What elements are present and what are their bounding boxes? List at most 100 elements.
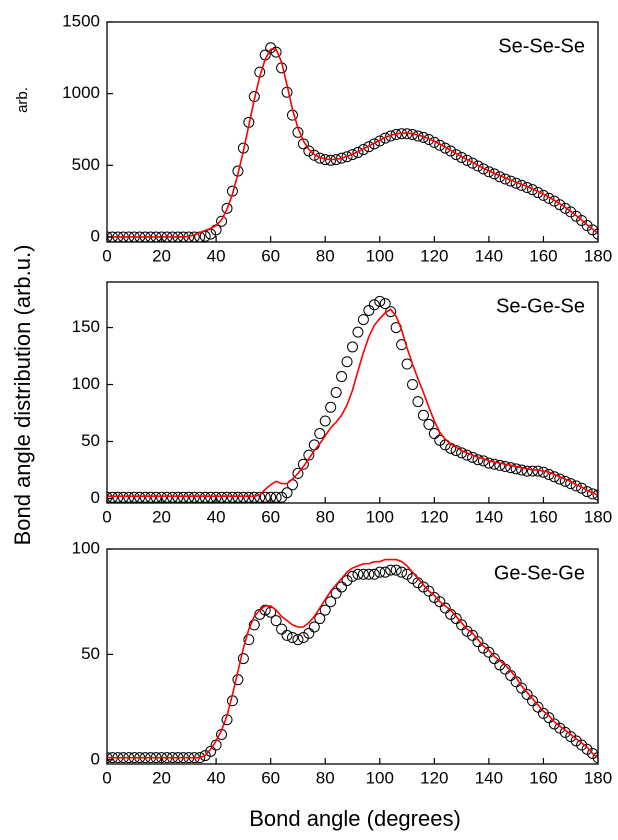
data-point xyxy=(243,634,255,646)
y-tick-label: 50 xyxy=(81,431,100,450)
data-point xyxy=(510,177,522,189)
data-point xyxy=(357,314,369,326)
y-tick-label: 1500 xyxy=(62,11,100,30)
y-axis-label: Bond angle distribution (arb.u.) xyxy=(10,245,35,546)
data-point xyxy=(499,461,511,473)
plot-frame xyxy=(106,548,599,765)
data-point xyxy=(286,632,298,644)
data-point xyxy=(565,731,577,743)
data-point xyxy=(592,489,598,501)
data-point xyxy=(445,145,457,157)
data-point xyxy=(477,163,489,175)
data-point xyxy=(172,491,184,503)
data-point xyxy=(570,480,582,492)
plot-frame xyxy=(106,281,599,504)
data-point xyxy=(401,568,413,580)
data-point xyxy=(226,491,238,503)
data-point xyxy=(396,566,408,578)
data-point xyxy=(292,634,304,646)
data-point xyxy=(352,326,364,338)
data-point xyxy=(417,131,429,143)
y-tick-label: 50 xyxy=(81,644,100,663)
y-tick-label: 0 xyxy=(91,749,100,768)
x-tick-label: 120 xyxy=(420,507,448,526)
data-point xyxy=(467,157,479,169)
data-point xyxy=(412,396,424,408)
data-point xyxy=(325,401,337,413)
data-point xyxy=(407,379,419,391)
data-point xyxy=(254,491,266,503)
data-point xyxy=(199,491,211,503)
x-tick-label: 180 xyxy=(584,768,612,787)
data-point xyxy=(483,166,495,178)
data-point xyxy=(199,750,211,762)
y-tick-label: 500 xyxy=(72,155,100,174)
data-point xyxy=(559,202,571,214)
data-point xyxy=(232,491,244,503)
data-point xyxy=(308,621,320,633)
data-point xyxy=(112,491,124,503)
data-point xyxy=(297,632,309,644)
data-point xyxy=(472,454,484,466)
data-point xyxy=(336,371,348,383)
data-point xyxy=(581,220,593,232)
data-point xyxy=(488,653,500,665)
data-point xyxy=(472,636,484,648)
data-point xyxy=(576,739,588,751)
data-point xyxy=(308,439,320,451)
data-point xyxy=(450,613,462,625)
data-point xyxy=(139,491,151,503)
data-point xyxy=(221,202,233,214)
data-point xyxy=(347,149,358,161)
data-point xyxy=(543,192,555,204)
plot-frame xyxy=(106,21,599,243)
data-point xyxy=(592,752,598,764)
data-point xyxy=(145,491,157,503)
data-point xyxy=(483,646,495,658)
data-point xyxy=(532,187,544,199)
data-point xyxy=(341,151,353,163)
data-point xyxy=(237,653,249,665)
data-point xyxy=(521,688,533,700)
x-tick-label: 40 xyxy=(207,246,226,265)
data-point xyxy=(488,458,500,470)
data-point xyxy=(265,606,277,618)
data-point xyxy=(483,457,495,469)
x-tick-label: 40 xyxy=(207,507,226,526)
data-point xyxy=(423,134,435,146)
x-tick-label: 160 xyxy=(529,768,557,787)
data-point xyxy=(423,585,435,597)
data-point xyxy=(374,295,386,307)
x-tick-label: 60 xyxy=(261,246,280,265)
data-point xyxy=(221,491,233,503)
data-point xyxy=(368,299,380,311)
data-point xyxy=(532,701,544,713)
data-point xyxy=(428,591,440,603)
data-point xyxy=(581,743,593,755)
data-point xyxy=(417,581,429,593)
x-tick-label: 0 xyxy=(102,768,111,787)
data-point xyxy=(325,154,337,166)
x-tick-label: 100 xyxy=(366,768,394,787)
data-point xyxy=(352,146,364,158)
data-point xyxy=(123,491,135,503)
data-point xyxy=(379,132,391,144)
data-point xyxy=(183,491,195,503)
data-point xyxy=(554,199,566,211)
x-tick-label: 160 xyxy=(529,246,557,265)
data-point xyxy=(281,629,293,641)
data-point xyxy=(216,215,228,227)
x-tick-label: 60 xyxy=(261,768,280,787)
plot-area xyxy=(107,558,598,764)
x-tick-label: 180 xyxy=(584,507,612,526)
data-point xyxy=(428,136,440,148)
data-point xyxy=(308,149,320,161)
x-tick-label: 80 xyxy=(316,246,335,265)
data-point xyxy=(461,625,473,637)
data-point xyxy=(516,179,528,191)
data-point xyxy=(368,568,380,580)
data-point xyxy=(576,482,588,494)
data-point xyxy=(347,341,358,353)
